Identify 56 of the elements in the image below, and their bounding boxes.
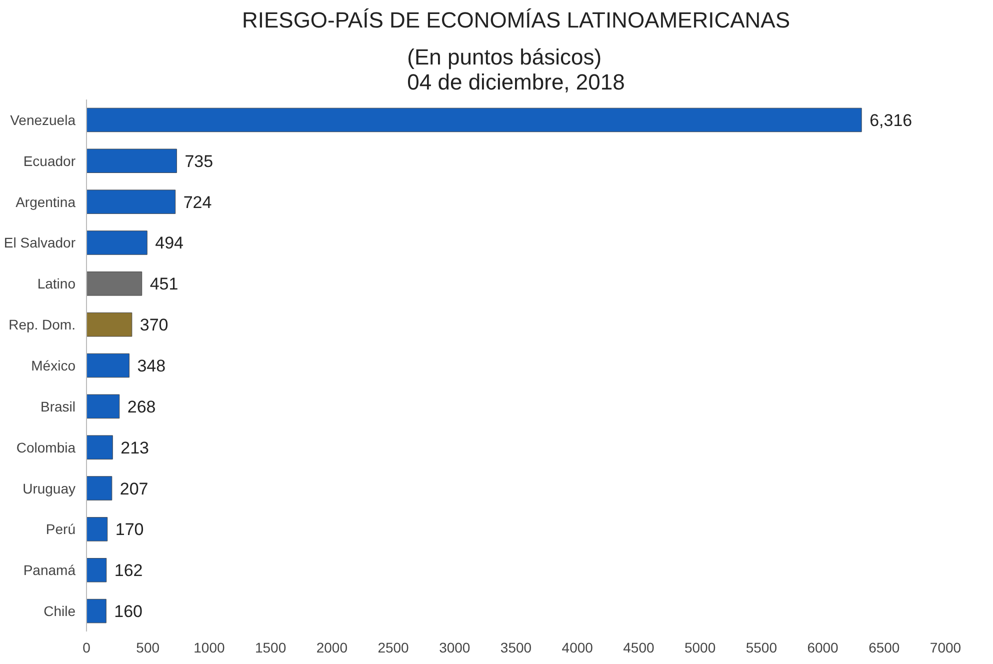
y-tick-label: Colombia	[16, 439, 76, 456]
x-tick-label: 500	[136, 640, 160, 656]
x-tick-label: 5500	[746, 640, 778, 656]
data-label: 494	[155, 234, 184, 253]
data-label: 213	[120, 438, 150, 458]
bar	[86, 108, 862, 132]
bar	[86, 148, 177, 173]
y-tick-label: Chile	[44, 603, 76, 620]
x-tick-label: 6500	[868, 640, 900, 656]
bar	[86, 598, 106, 624]
y-tick-label: Panamá	[23, 562, 76, 578]
y-tick-label: Venezuela	[10, 112, 76, 128]
data-label: 370	[140, 316, 168, 335]
bar	[86, 558, 107, 582]
data-label: 724	[183, 192, 212, 212]
data-label: 6,316	[870, 110, 912, 130]
x-tick-label: 5000	[684, 640, 716, 656]
x-tick-label: 2500	[378, 640, 410, 656]
bar	[86, 353, 130, 378]
y-tick-label: Uruguay	[22, 480, 76, 496]
x-tick-label: 4000	[562, 640, 594, 656]
bar	[86, 272, 142, 296]
data-label: 170	[115, 520, 144, 540]
bar	[86, 394, 120, 419]
y-tick-label: Latino	[37, 276, 76, 292]
y-tick-label: Perú	[46, 521, 76, 538]
bar	[86, 190, 176, 214]
x-tick-label: 1500	[255, 640, 286, 656]
bar	[86, 435, 113, 460]
bar	[86, 476, 112, 500]
y-tick-label: Argentina	[16, 194, 76, 210]
data-label: 160	[114, 602, 143, 622]
y-tick-label: Brasil	[40, 398, 76, 414]
data-label: 162	[114, 561, 143, 580]
x-tick-label: 1000	[194, 640, 225, 656]
x-tick-label: 3000	[439, 640, 470, 656]
chart-title: RIESGO-PAÍS DE ECONOMÍAS LATINOAMERICANAS	[242, 8, 790, 32]
x-tick-label: 6000	[807, 640, 839, 656]
bar	[86, 312, 132, 337]
chart-subtitle: (En puntos básicos) 04 de diciembre, 2018	[407, 44, 625, 94]
y-tick-label: Ecuador	[23, 152, 76, 169]
y-tick-label: El Salvador	[4, 234, 76, 251]
x-tick-label: 7000	[930, 640, 962, 656]
x-tick-label: 2000	[316, 640, 348, 656]
x-tick-label: 4500	[623, 640, 654, 656]
data-label: 207	[120, 479, 148, 498]
bar	[86, 230, 148, 255]
y-tick-label: Rep. Dom.	[8, 316, 76, 333]
data-label: 268	[127, 397, 156, 416]
data-label: 348	[137, 356, 166, 376]
bar	[86, 517, 108, 542]
data-label: 735	[184, 152, 214, 171]
x-tick-label: 0	[82, 640, 91, 656]
y-tick-label: México	[31, 358, 76, 374]
data-label: 451	[150, 274, 178, 294]
x-tick-label: 3500	[500, 640, 532, 656]
